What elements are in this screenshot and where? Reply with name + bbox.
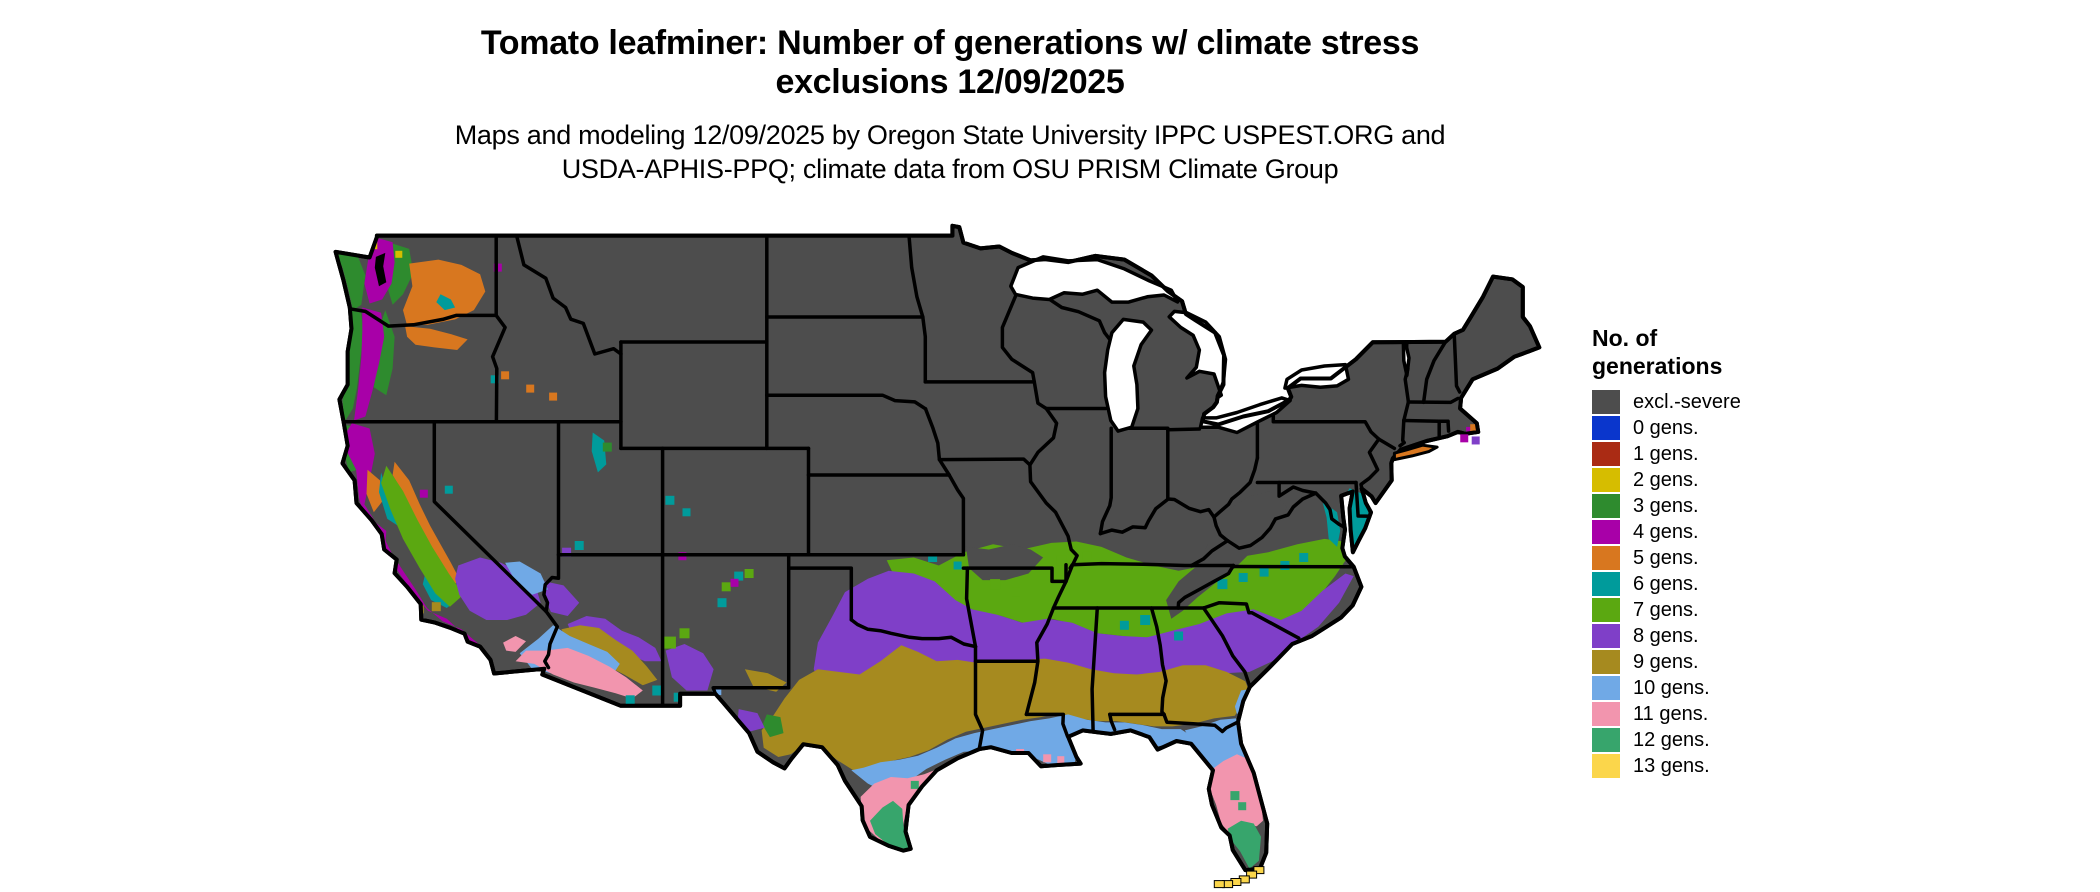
map-long-island (1392, 443, 1439, 462)
legend-item-excl: excl.-severe (1592, 389, 1812, 415)
legend-swatch-excl (1592, 390, 1620, 414)
legend-swatch-g3 (1592, 494, 1620, 518)
map-land (333, 223, 1542, 873)
map-island-dot (1460, 434, 1469, 443)
legend-swatch-g7 (1592, 598, 1620, 622)
legend-item-g8: 8 gens. (1592, 623, 1812, 649)
map-puget-sound (374, 252, 387, 287)
legend-swatch-g6 (1592, 572, 1620, 596)
legend-items: excl.-severe 0 gens. 1 gens. 2 gens. 3 gens.… (1592, 389, 1812, 779)
legend-label-g13: 13 gens. (1633, 754, 1710, 777)
legend-label-g10: 10 gens. (1633, 676, 1710, 699)
legend-label-g12: 12 gens. (1633, 728, 1710, 751)
legend-item-g6: 6 gens. (1592, 571, 1812, 597)
figure-title-line2: exclusions 12/09/2025 (775, 63, 1125, 101)
legend-title-line1: No. of (1592, 325, 1658, 351)
legend-item-g0: 0 gens. (1592, 415, 1812, 441)
legend-swatch-g2 (1592, 468, 1620, 492)
legend-label-g9: 9 gens. (1633, 650, 1699, 673)
figure-subtitle: Maps and modeling 12/09/2025 by Oregon S… (0, 118, 1900, 186)
legend-label-g4: 4 gens. (1633, 520, 1699, 543)
legend-item-g7: 7 gens. (1592, 597, 1812, 623)
legend-item-g1: 1 gens. (1592, 441, 1812, 467)
legend-swatch-g11 (1592, 702, 1620, 726)
map-coastline (333, 223, 1542, 873)
legend-swatch-g4 (1592, 520, 1620, 544)
figure-subtitle-line2: USDA-APHIS-PPQ; climate data from OSU PR… (561, 154, 1339, 184)
legend-swatch-g0 (1592, 416, 1620, 440)
legend-item-g9: 9 gens. (1592, 649, 1812, 675)
legend-item-g4: 4 gens. (1592, 519, 1812, 545)
legend-item-g3: 3 gens. (1592, 493, 1812, 519)
legend-label-g11: 11 gens. (1633, 702, 1709, 725)
legend-label-g3: 3 gens. (1633, 494, 1699, 517)
legend-item-g11: 11 gens. (1592, 701, 1812, 727)
legend-title: No. of generations (1592, 324, 1812, 380)
figure-title-line1: Tomato leafminer: Number of generations … (480, 24, 1420, 62)
figure-subtitle-line1: Maps and modeling 12/09/2025 by Oregon S… (454, 120, 1446, 150)
legend-label-g0: 0 gens. (1633, 416, 1699, 439)
legend-title-line2: generations (1592, 353, 1723, 379)
legend-label-g6: 6 gens. (1633, 572, 1699, 595)
map-state-borders (341, 233, 1462, 750)
legend-item-g12: 12 gens. (1592, 727, 1812, 753)
legend-swatch-g12 (1592, 728, 1620, 752)
figure-title: Tomato leafminer: Number of generations … (0, 24, 1900, 102)
legend-label-excl: excl.-severe (1633, 390, 1741, 413)
legend-label-g2: 2 gens. (1633, 468, 1699, 491)
legend-label-g1: 1 gens. (1633, 442, 1699, 465)
legend-swatch-g1 (1592, 442, 1620, 466)
map-great-lakes (1009, 255, 1411, 435)
legend-item-g10: 10 gens. (1592, 675, 1812, 701)
map-legend: No. of generations excl.-severe 0 gens. 1 … (1592, 324, 1812, 779)
legend-item-g13: 13 gens. (1592, 753, 1812, 779)
legend-label-g7: 7 gens. (1633, 598, 1699, 621)
legend-item-g2: 2 gens. (1592, 467, 1812, 493)
legend-swatch-g10 (1592, 676, 1620, 700)
legend-swatch-g9 (1592, 650, 1620, 674)
map-island-dot (1471, 436, 1480, 445)
legend-item-g5: 5 gens. (1592, 545, 1812, 571)
legend-swatch-g5 (1592, 546, 1620, 570)
legend-label-g8: 8 gens. (1633, 624, 1699, 647)
map-florida-keys (1213, 866, 1265, 889)
legend-swatch-g8 (1592, 624, 1620, 648)
legend-label-g5: 5 gens. (1633, 546, 1699, 569)
legend-swatch-g13 (1592, 754, 1620, 778)
